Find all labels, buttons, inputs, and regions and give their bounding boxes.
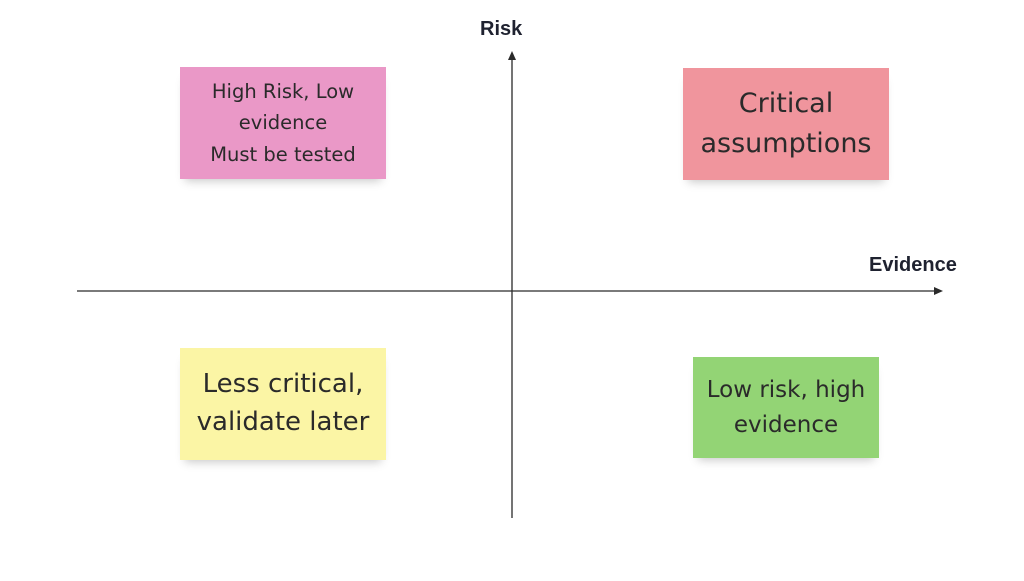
note-line: evidence [238,111,328,135]
note-line: assumptions [700,128,872,159]
sticky-note-high-risk-low-evidence[interactable]: High Risk, Low evidence Must be tested [180,67,386,179]
evidence-axis-label: Evidence [869,254,957,276]
note-line: validate later [196,407,370,437]
note-line: Critical [738,87,834,119]
risk-axis-label: Risk [480,18,523,40]
note-line: Must be tested [210,142,356,166]
note-line: Low risk, high [706,377,866,403]
sticky-note-low-risk-high-evidence[interactable]: Low risk, high evidence [693,357,879,458]
evidence-axis-arrowhead [934,287,943,295]
sticky-note-critical-assumptions[interactable]: Critical assumptions [683,68,889,180]
note-line: Less critical, [202,369,364,400]
note-line: evidence [733,411,839,438]
risk-axis-arrowhead [508,51,516,60]
sticky-note-less-critical[interactable]: Less critical, validate later [180,348,386,460]
note-line: High Risk, Low [211,80,355,104]
